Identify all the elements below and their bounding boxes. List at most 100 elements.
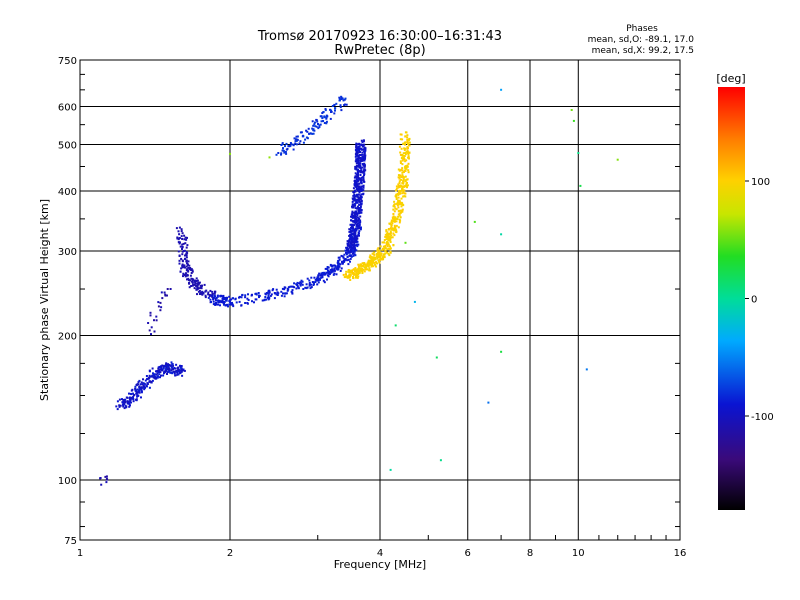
data-point [118,405,121,408]
data-point [390,225,393,228]
data-point [397,183,400,186]
data-point [395,202,398,205]
data-point [310,286,313,289]
data-point [344,103,346,106]
data-point [294,140,297,143]
data-point [388,235,391,238]
data-point [353,214,356,217]
data-point [384,249,387,252]
data-point [215,297,218,299]
data-point [213,296,216,299]
data-point [284,151,287,153]
data-point [192,283,195,286]
data-point [196,284,199,287]
data-point [172,364,175,367]
data-point [383,239,386,241]
data-point [162,374,165,377]
data-point [397,186,400,189]
data-point [238,296,240,299]
data-point [326,266,329,268]
data-point [146,378,148,381]
data-point [196,285,199,288]
data-point [393,220,396,223]
data-point [357,163,360,166]
data-point [160,291,163,294]
data-point [354,275,357,278]
data-point [295,283,298,286]
data-point [290,290,293,293]
data-point [349,231,352,234]
data-point [349,234,352,237]
data-point [408,157,410,160]
data-point [182,242,185,245]
data-point [335,273,338,276]
data-point [406,184,409,187]
data-point [184,242,187,245]
data-point [373,261,376,264]
data-point [378,252,381,255]
data-point [345,103,348,106]
data-point [378,260,381,263]
data-point [188,286,191,289]
data-point [388,233,391,236]
data-point [402,178,405,181]
data-point [398,176,401,179]
data-point [389,238,392,241]
data-point [333,112,336,115]
data-point [353,229,356,232]
data-point [356,270,359,273]
data-point [379,245,382,248]
data-point [389,250,392,253]
data-point [350,270,352,273]
data-point [181,232,184,235]
data-point [385,238,388,241]
data-point [355,185,357,188]
axis-ticks: 1 2 4 6 8 10 16 75 100 200 300 400 500 600 750 [58,56,686,559]
data-point [266,292,268,294]
data-point [157,367,160,370]
data-point [354,240,357,243]
data-point [403,147,406,150]
data-point [313,283,315,286]
data-point [118,398,121,401]
data-point [176,371,179,374]
data-point [211,293,214,295]
data-point [363,151,366,154]
data-point [325,271,328,274]
data-point [376,253,378,256]
data-point [355,149,358,152]
data-point [133,393,136,396]
data-point [207,293,210,296]
data-point [211,294,213,297]
data-point [134,385,137,388]
data-point [129,400,132,403]
data-point [311,127,314,130]
data-point [288,145,291,148]
data-point [228,300,231,303]
data-point [189,279,191,282]
data-point [352,194,355,197]
data-point [213,290,216,293]
data-point [140,396,142,399]
data-point [163,291,166,294]
data-point [358,200,361,203]
data-point [354,222,357,225]
data-point [258,296,260,299]
data-point [358,230,361,233]
data-point [257,292,260,294]
data-point [401,167,404,170]
data-point [404,141,407,144]
data-point [355,144,358,147]
data-point [356,219,359,222]
data-point [179,365,182,368]
data-point [119,404,122,407]
data-point [350,246,353,249]
data-point [360,159,363,162]
data-point [178,369,181,372]
data-point [360,176,363,179]
data-point [145,384,148,387]
data-point [159,371,162,374]
data-point [188,282,191,285]
data-point [244,294,247,297]
data-point [346,248,348,251]
